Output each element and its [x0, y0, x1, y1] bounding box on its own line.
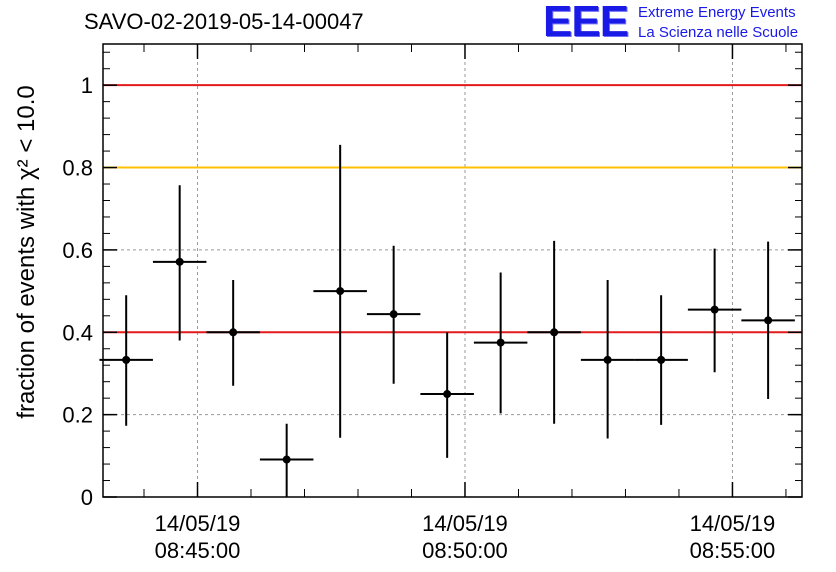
point-marker — [336, 287, 345, 296]
point-marker — [710, 305, 719, 314]
y-tick-label: 1 — [81, 73, 93, 98]
point-marker — [496, 338, 505, 347]
point-marker — [603, 355, 612, 364]
y-axis-label: fraction of events with χ² < 10.0 — [13, 85, 40, 418]
y-tick-label: 0.2 — [62, 403, 93, 428]
reference-lines — [103, 84, 802, 334]
grid — [103, 44, 802, 497]
point-marker — [764, 316, 773, 325]
data-point — [259, 423, 314, 497]
data-point — [99, 295, 153, 426]
point-marker — [657, 355, 666, 364]
data-points — [99, 144, 795, 497]
point-marker — [175, 257, 184, 266]
x-tick-time-label: 08:55:00 — [690, 538, 776, 563]
logo-mark: EEE — [543, 0, 629, 46]
chart-title: SAVO-02-2019-05-14-00047 — [84, 9, 364, 34]
x-tick-date-label: 14/05/19 — [690, 511, 776, 536]
data-point — [313, 144, 367, 438]
eee-logo: EEE Extreme Energy Events La Scienza nel… — [543, 0, 833, 46]
data-point — [741, 241, 795, 399]
x-tick-date-label: 14/05/19 — [422, 511, 508, 536]
y-tick-label: 0.8 — [62, 156, 93, 181]
x-tick-time-label: 08:45:00 — [155, 538, 241, 563]
data-point — [580, 279, 635, 439]
logo-line-1: Extreme Energy Events — [638, 4, 796, 21]
data-point — [152, 185, 207, 341]
y-tick-label: 0.6 — [62, 238, 93, 263]
point-marker — [389, 310, 398, 319]
point-marker — [550, 328, 559, 337]
x-tick-date-label: 14/05/19 — [155, 511, 241, 536]
point-marker — [443, 390, 452, 399]
data-point — [634, 295, 688, 425]
data-point — [473, 272, 528, 414]
point-marker — [229, 328, 238, 337]
data-point — [687, 248, 742, 373]
point-marker — [122, 355, 131, 364]
data-point — [206, 279, 260, 386]
data-point — [366, 245, 421, 384]
axes: 00.20.40.60.8114/05/1908:45:0014/05/1908… — [62, 44, 802, 563]
data-point — [527, 240, 581, 424]
logo-line-2: La Scienza nelle Scuole — [638, 24, 799, 41]
y-tick-label: 0.4 — [62, 320, 93, 345]
point-marker — [282, 455, 291, 464]
x-tick-time-label: 08:50:00 — [422, 538, 508, 563]
y-tick-label: 0 — [81, 485, 93, 510]
data-point — [420, 332, 474, 458]
plot-frame — [102, 43, 803, 498]
